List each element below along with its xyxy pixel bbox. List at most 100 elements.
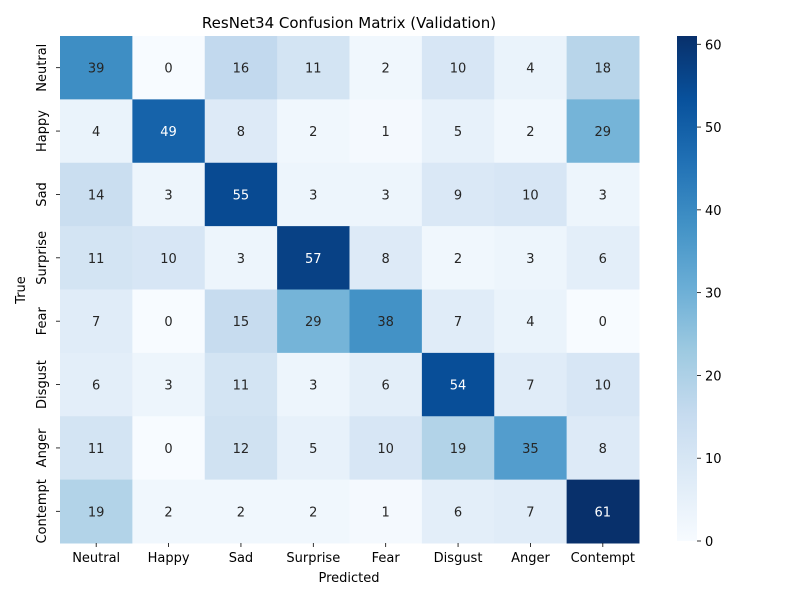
cell-value-label: 0	[164, 442, 172, 457]
colorbar-gradient	[677, 36, 697, 541]
heatmap-cell	[60, 352, 133, 417]
cell-value-label: 55	[233, 188, 250, 203]
heatmap-cell	[494, 289, 568, 354]
cell-value-label: 0	[599, 315, 607, 330]
heatmap-cell	[132, 36, 206, 100]
cell-value-label: 2	[237, 505, 245, 520]
heatmap-cell	[349, 99, 423, 164]
heatmap-cell	[277, 479, 350, 544]
cell-value-label: 0	[164, 315, 172, 330]
heatmap-cell	[60, 99, 133, 164]
x-tick-label: Fear	[372, 551, 401, 566]
cell-value-label: 14	[88, 188, 105, 203]
heatmap-cell	[421, 36, 495, 100]
heatmap-cell	[60, 479, 133, 544]
cell-value-label: 2	[454, 252, 462, 267]
cell-value-label: 6	[599, 252, 607, 267]
heatmap-cell	[132, 226, 206, 290]
heatmap-cell	[421, 289, 495, 354]
x-tick-label: Neutral	[72, 551, 120, 566]
x-tick-label: Surprise	[286, 551, 340, 566]
y-tick-labels: Neutral Happy Sad Surprise Fear Disgust Anger C…	[35, 44, 60, 544]
x-tick-labels: Neutral Happy Sad Surprise Fear Disgust Anger C…	[72, 543, 635, 566]
heatmap-cell	[566, 36, 640, 100]
x-axis-label: Predicted	[318, 571, 379, 586]
cell-value-label: 6	[92, 379, 100, 394]
heatmap-cell	[566, 226, 640, 290]
heatmap-cell	[494, 226, 568, 290]
y-tick-label: Sad	[35, 182, 50, 206]
heatmap-cell	[421, 416, 495, 481]
cell-value-label: 8	[599, 442, 607, 457]
cell-value-label: 35	[522, 442, 539, 457]
cell-value-label: 57	[305, 252, 322, 267]
heatmap-cell	[349, 226, 423, 290]
cell-value-label: 7	[526, 379, 534, 394]
cell-value-label: 10	[160, 252, 177, 267]
cell-value-label: 3	[164, 188, 172, 203]
heatmap-cell	[277, 162, 350, 227]
y-tick-label: Contempt	[35, 479, 50, 543]
heatmap-cell	[494, 99, 568, 164]
cell-value-label: 8	[237, 125, 245, 140]
heatmap-cell	[566, 479, 640, 544]
cell-value-label: 3	[599, 188, 607, 203]
cell-value-label: 4	[526, 315, 534, 330]
colorbar-tick-label: 40	[705, 204, 722, 219]
cell-value-label: 9	[454, 188, 462, 203]
x-tick-label: Disgust	[434, 551, 483, 566]
cell-value-label: 3	[237, 252, 245, 267]
cell-value-label: 7	[92, 315, 100, 330]
x-tick-label: Sad	[229, 551, 253, 566]
cell-value-label: 10	[522, 188, 539, 203]
heatmap-cell	[204, 99, 278, 164]
cell-value-label: 10	[450, 62, 467, 77]
heatmap-cell	[277, 416, 350, 481]
heatmap-cell	[60, 162, 133, 227]
cell-value-label: 2	[164, 505, 172, 520]
heatmap-cell	[566, 352, 640, 417]
cell-value-label: 19	[450, 442, 467, 457]
heatmap-cell	[132, 99, 206, 164]
heatmap-cell	[277, 352, 350, 417]
y-tick-label: Neutral	[35, 44, 50, 92]
heatmap-cell	[349, 352, 423, 417]
heatmap-cell	[421, 479, 495, 544]
y-tick-label: Surprise	[35, 231, 50, 285]
heatmap-cell	[132, 479, 206, 544]
heatmap-cell	[60, 416, 133, 481]
cell-value-label: 11	[305, 62, 322, 77]
cell-value-label: 7	[454, 315, 462, 330]
heatmap-cell	[349, 36, 423, 100]
heatmap-cell	[421, 99, 495, 164]
heatmap-cell	[204, 352, 278, 417]
y-axis-label: True	[14, 276, 29, 305]
cell-value-label: 11	[88, 442, 105, 457]
cell-value-label: 2	[526, 125, 534, 140]
cell-value-label: 10	[377, 442, 394, 457]
cell-value-label: 11	[88, 252, 105, 267]
heatmap-cell	[349, 479, 423, 544]
cell-value-label: 6	[382, 379, 390, 394]
heatmap-cell	[494, 36, 568, 100]
heatmap-cell	[277, 36, 350, 100]
cell-value-label: 39	[88, 62, 105, 77]
cell-value-label: 3	[382, 188, 390, 203]
cell-value-label: 16	[233, 62, 250, 77]
heatmap-cell	[277, 99, 350, 164]
x-tick-label: Contempt	[571, 551, 635, 566]
cell-value-label: 10	[595, 379, 612, 394]
y-tick-label: Fear	[35, 306, 50, 335]
heatmap-cell	[132, 416, 206, 481]
cell-value-label: 54	[450, 379, 467, 394]
heatmap-cell	[494, 162, 568, 227]
heatmap-cell	[204, 162, 278, 227]
cell-value-label: 19	[88, 505, 105, 520]
cell-value-label: 5	[454, 125, 462, 140]
heatmap-cell	[60, 36, 133, 100]
heatmap-cell	[421, 162, 495, 227]
heatmap-cell	[132, 352, 206, 417]
y-tick-label: Anger	[35, 428, 50, 467]
x-tick-label: Anger	[511, 551, 550, 566]
cell-value-label: 2	[309, 125, 317, 140]
